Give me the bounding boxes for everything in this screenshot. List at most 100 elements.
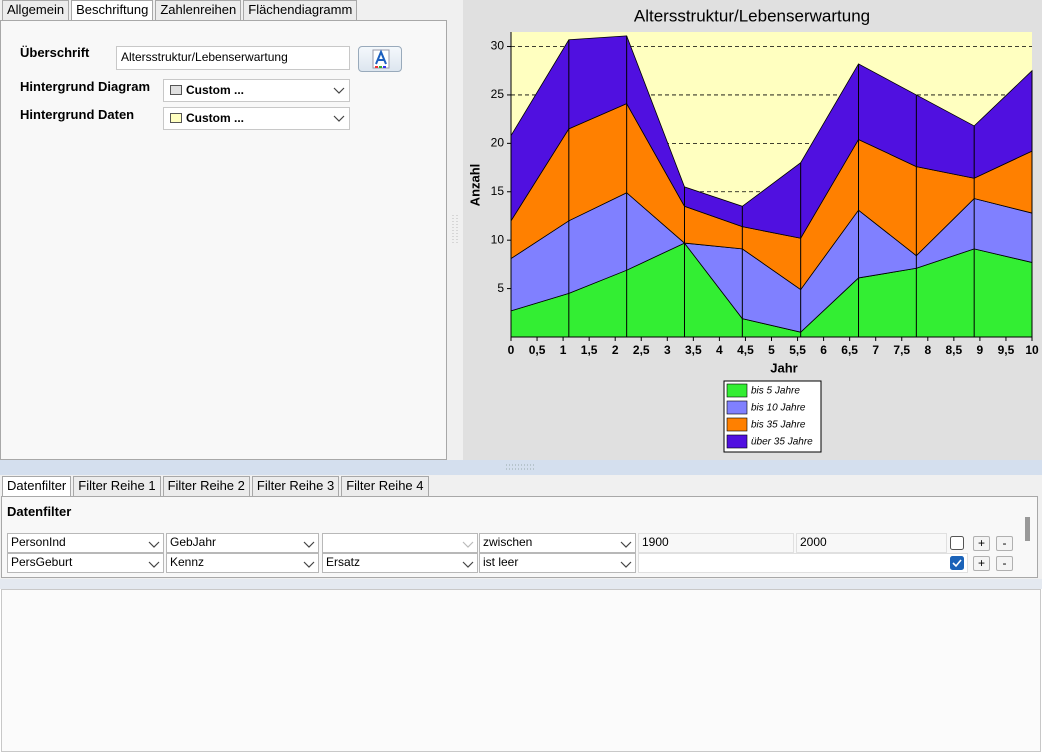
filter-substitute[interactable]: Ersatz <box>322 553 478 573</box>
icon-swatch <box>375 66 378 68</box>
remove-button[interactable]: - <box>996 536 1013 551</box>
legend-swatch <box>726 400 748 415</box>
tab-bar: Allgemein Beschriftung Zahlenreihen Flächen… <box>2 0 358 20</box>
active-checkbox[interactable] <box>950 536 964 550</box>
filter-substitute[interactable] <box>322 533 478 553</box>
dropdown-arrow <box>303 561 315 568</box>
diagram-bg-label: Hintergrund Diagram <box>20 79 151 94</box>
y-tick-label: 10 <box>491 232 505 246</box>
x-tick-label: 1 <box>560 343 567 357</box>
x-axis-label: Jahr <box>770 360 797 375</box>
chart: Altersstruktur/Lebenserwartung Jahr Anza… <box>467 6 1039 453</box>
filter-from[interactable]: 1900 <box>638 533 794 553</box>
tab[interactable]: Flächendiagramm <box>243 0 358 20</box>
x-tick-label: 5 <box>768 343 775 357</box>
x-tick-label: 7,5 <box>893 343 910 357</box>
chevron <box>333 87 345 94</box>
x-tick-label: 4 <box>716 343 723 357</box>
legend-label: bis 35 Jahre <box>751 420 806 431</box>
filter-column[interactable]: Kennz <box>166 553 319 573</box>
dropdown-arrow <box>462 541 474 548</box>
y-tick-label: 5 <box>497 281 504 295</box>
vertical-splitter[interactable] <box>448 0 463 460</box>
x-tick-label: 3 <box>664 343 671 357</box>
chevron <box>303 561 315 568</box>
x-tick-label: 9,5 <box>998 343 1015 357</box>
checkbox-box <box>950 536 964 550</box>
checkbox-box <box>950 556 964 570</box>
dropdown-arrow <box>620 541 632 548</box>
legend-swatch <box>726 383 748 398</box>
legend-label: bis 10 Jahre <box>751 403 806 414</box>
font-button[interactable] <box>358 46 402 72</box>
dropdown-arrow <box>303 541 315 548</box>
tab[interactable]: Filter Reihe 3 <box>251 476 340 496</box>
dropdown-arrow <box>333 115 345 122</box>
y-tick-label: 30 <box>491 39 505 53</box>
tab[interactable]: Datenfilter <box>2 476 72 496</box>
x-tick-label: 4,5 <box>737 343 754 357</box>
add-button[interactable]: + <box>973 536 990 551</box>
chevron <box>333 115 345 122</box>
legend-swatch <box>726 417 748 432</box>
x-tick-label: 6 <box>820 343 827 357</box>
heading-input[interactable]: Altersstruktur/Lebenserwartung <box>116 46 350 70</box>
chevron <box>148 541 160 548</box>
dropdown-arrow <box>148 541 160 548</box>
tab[interactable]: Beschriftung <box>71 0 154 20</box>
dropdown-arrow <box>620 561 632 568</box>
splitter-grip <box>452 215 458 245</box>
empty-panel <box>1 589 1041 752</box>
x-tick-label: 0 <box>508 343 515 357</box>
tab[interactable]: Filter Reihe 4 <box>341 476 429 496</box>
y-tick-label: 15 <box>491 184 505 198</box>
x-tick-label: 7 <box>872 343 879 357</box>
tab[interactable]: Filter Reihe 2 <box>162 476 250 496</box>
filter-operator[interactable]: zwischen <box>479 533 636 553</box>
dropdown-arrow <box>333 87 345 94</box>
x-tick-label: 6,5 <box>841 343 858 357</box>
horizontal-splitter[interactable] <box>0 460 1042 475</box>
add-button[interactable]: + <box>973 556 990 571</box>
x-tick-label: 3,5 <box>685 343 702 357</box>
tab[interactable]: Allgemein <box>2 0 70 20</box>
chart-area: Altersstruktur/Lebenserwartung Jahr Anza… <box>463 0 1042 460</box>
data-bg-select[interactable]: Custom ... <box>163 107 350 130</box>
y-tick-label: 25 <box>491 87 505 101</box>
settings-panel: Allgemein Beschriftung Zahlenreihen Flächen… <box>0 0 448 460</box>
active-checkbox[interactable] <box>950 556 964 570</box>
filter-operator[interactable]: ist leer <box>479 553 636 573</box>
filter-from[interactable] <box>638 553 968 573</box>
grip-dots <box>452 215 458 245</box>
x-tick-label: 9 <box>977 343 984 357</box>
chevron <box>462 561 474 568</box>
remove-button[interactable]: - <box>996 556 1013 571</box>
filter-to[interactable]: 2000 <box>796 533 947 553</box>
filter-field[interactable]: PersGeburt <box>7 553 164 573</box>
chevron <box>620 561 632 568</box>
tab[interactable]: Zahlenreihen <box>155 0 242 20</box>
filter-field[interactable]: PersonInd <box>7 533 164 553</box>
legend: bis 5 Jahre bis 10 Jahre bis 35 Jahre über … <box>723 380 822 453</box>
font-icon <box>372 49 390 69</box>
x-tick-label: 8 <box>924 343 931 357</box>
chevron <box>620 541 632 548</box>
diagram-bg-select[interactable]: Custom ... <box>163 79 350 102</box>
chevron <box>148 561 160 568</box>
data-bg-label: Hintergrund Daten <box>20 107 135 122</box>
icon-letter <box>375 49 387 65</box>
x-tick-label: 2,5 <box>633 343 650 357</box>
filter-column[interactable]: GebJahr <box>166 533 319 553</box>
filter-heading: Datenfilter <box>7 504 72 519</box>
tab-content: Überschrift Altersstruktur/Lebenserwartu… <box>0 20 447 460</box>
legend-swatch <box>726 434 748 449</box>
horizontal-splitter[interactable] <box>0 579 1042 589</box>
chart-title: Altersstruktur/Lebenserwartung <box>634 6 870 25</box>
tab[interactable]: Filter Reihe 1 <box>73 476 161 496</box>
x-tick-label: 10 <box>1025 343 1039 357</box>
scrollbar-thumb[interactable] <box>1025 517 1030 541</box>
x-tick-label: 1,5 <box>581 343 598 357</box>
